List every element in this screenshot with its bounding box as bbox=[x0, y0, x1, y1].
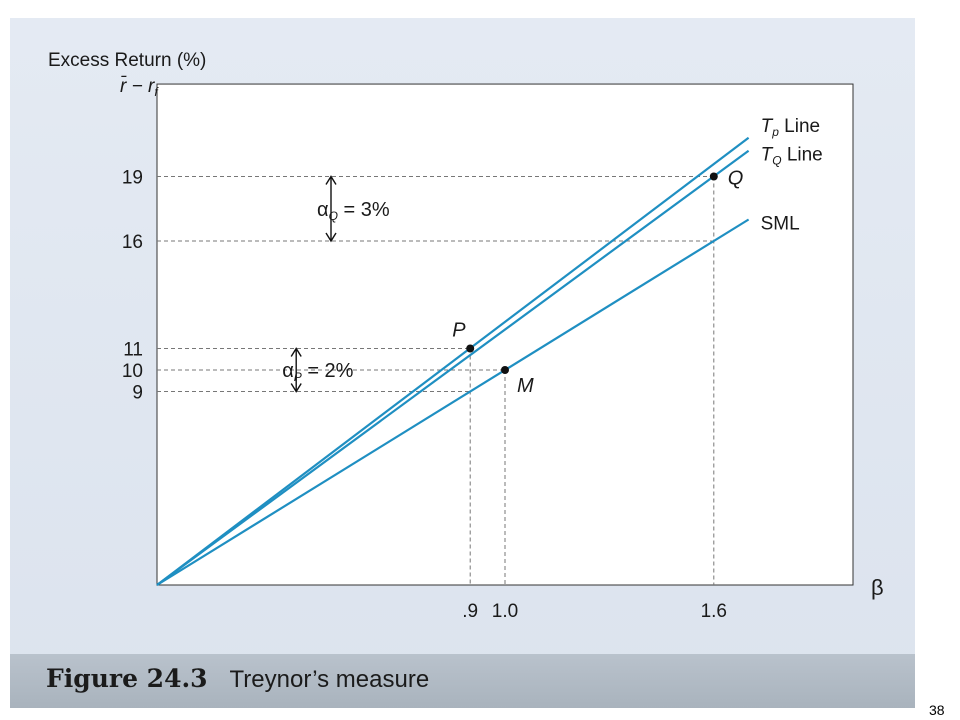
x-tick-label: 1.6 bbox=[701, 601, 727, 622]
series-line bbox=[156, 136, 750, 586]
data-point bbox=[501, 366, 509, 374]
y-axis-label: Excess Return (%) bbox=[48, 50, 206, 71]
series-line bbox=[156, 218, 750, 586]
alpha-arrow-head bbox=[325, 232, 337, 243]
x-tick-label: .9 bbox=[462, 601, 478, 622]
alpha-arrow-head bbox=[325, 175, 337, 185]
series-line bbox=[156, 149, 750, 586]
series-label: Tp Line bbox=[761, 116, 821, 139]
plot-panel: Excess Return (%) r̄ − rf β 9 10 11 16 19 .9 1.0 1… bbox=[10, 18, 915, 648]
scanned-figure: Excess Return (%) r̄ − rf β 9 10 11 16 19 .9 1.0 1… bbox=[10, 18, 915, 708]
point-label: M bbox=[517, 375, 534, 397]
figure-caption: Figure 24.3 Treynor’s measure bbox=[46, 664, 429, 694]
series-label: SML bbox=[761, 214, 800, 235]
page-number: 38 bbox=[929, 702, 945, 718]
x-tick-label: 1.0 bbox=[492, 601, 518, 622]
alpha-label: αQ = 3% bbox=[317, 199, 390, 223]
alpha-arrow-head bbox=[290, 347, 302, 357]
series-label: TQ Line bbox=[761, 145, 823, 168]
point-label: Q bbox=[728, 168, 744, 190]
alpha-label: αP = 2% bbox=[282, 360, 353, 384]
y-tick-label: 16 bbox=[122, 232, 143, 253]
x-axis-label: β bbox=[871, 575, 884, 600]
y-tick-label: 10 bbox=[122, 361, 143, 382]
y-tick-label: 19 bbox=[122, 168, 143, 189]
caption-bar: Figure 24.3 Treynor’s measure bbox=[10, 654, 915, 708]
y-tick-label: 9 bbox=[132, 383, 143, 404]
y-axis-label-formula: r̄ − rf bbox=[120, 76, 159, 99]
figure-title: Treynor’s measure bbox=[229, 666, 430, 693]
figure-label: Figure 24.3 bbox=[46, 664, 208, 693]
alpha-arrow-head bbox=[290, 383, 302, 393]
data-point bbox=[709, 172, 718, 181]
plot-frame bbox=[156, 83, 854, 586]
y-tick-label: 11 bbox=[123, 340, 143, 361]
data-point bbox=[466, 344, 475, 353]
point-label: P bbox=[452, 320, 466, 342]
